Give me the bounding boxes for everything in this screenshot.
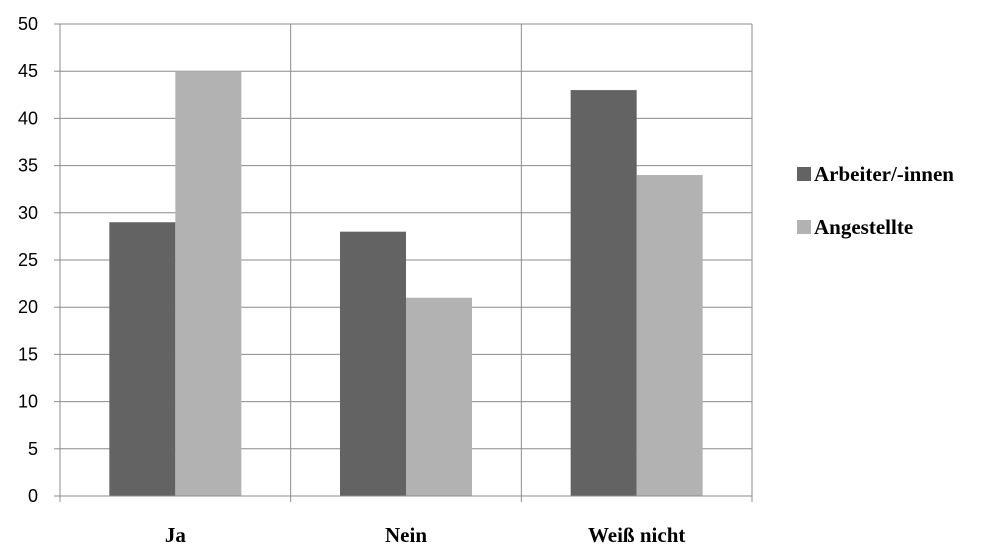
y-tick-label: 10 [18,392,38,412]
y-tick-label: 20 [18,297,38,317]
y-tick-label: 30 [18,203,38,223]
legend-label: Arbeiter/-innen [814,162,954,186]
y-tick-label: 40 [18,108,38,128]
y-tick-label: 5 [28,439,38,459]
legend-label: Angestellte [814,215,913,239]
axes [54,23,753,502]
y-tick-label: 45 [18,61,38,81]
y-axis-tick-labels: 0 5 10 15 20 25 30 35 40 45 50 [18,14,38,506]
y-tick-label: 25 [18,250,38,270]
x-axis-tick-labels: Ja Nein Weiß nicht [165,523,686,547]
bars [109,71,703,497]
bar [175,71,242,496]
y-tick-label: 50 [18,14,38,34]
legend-swatch [797,167,811,181]
y-tick-label: 35 [18,156,38,176]
legend-swatch [797,220,811,234]
x-tick-label: Ja [165,523,187,547]
bar [406,297,472,496]
bar [109,222,176,497]
x-tick-label: Weiß nicht [588,523,685,547]
legend: Arbeiter/-innen Angestellte [797,162,954,239]
y-tick-label: 15 [18,344,38,364]
bar [340,231,406,496]
x-tick-label: Nein [385,523,427,547]
bar [636,175,703,497]
y-tick-label: 0 [28,486,38,506]
bar [570,90,637,496]
